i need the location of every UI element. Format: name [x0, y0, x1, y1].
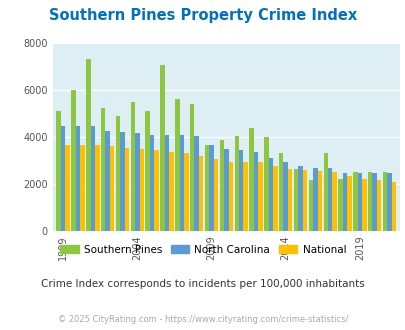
Bar: [367, 172, 371, 231]
Bar: [213, 159, 217, 231]
Bar: [76, 126, 80, 231]
Bar: [80, 145, 85, 231]
Bar: [346, 176, 351, 231]
Bar: [268, 158, 273, 231]
Bar: [258, 162, 262, 231]
Bar: [145, 111, 149, 231]
Bar: [164, 135, 169, 231]
Bar: [130, 102, 135, 231]
Bar: [253, 152, 258, 231]
Bar: [61, 126, 65, 231]
Bar: [65, 145, 70, 231]
Bar: [352, 172, 357, 231]
Bar: [110, 147, 114, 231]
Bar: [149, 135, 154, 231]
Bar: [135, 133, 139, 231]
Bar: [323, 153, 327, 231]
Bar: [175, 99, 179, 231]
Bar: [317, 171, 321, 231]
Text: © 2025 CityRating.com - https://www.cityrating.com/crime-statistics/: © 2025 CityRating.com - https://www.city…: [58, 315, 347, 324]
Bar: [86, 59, 90, 231]
Bar: [219, 141, 224, 231]
Bar: [169, 152, 173, 231]
Bar: [209, 145, 213, 231]
Bar: [101, 108, 105, 231]
Bar: [249, 128, 253, 231]
Bar: [342, 173, 346, 231]
Bar: [56, 111, 61, 231]
Legend: Southern Pines, North Carolina, National: Southern Pines, North Carolina, National: [55, 241, 350, 259]
Bar: [198, 156, 203, 231]
Bar: [386, 173, 391, 231]
Bar: [90, 126, 95, 231]
Bar: [293, 169, 298, 231]
Bar: [190, 104, 194, 231]
Bar: [120, 132, 124, 231]
Bar: [302, 170, 307, 231]
Bar: [179, 135, 183, 231]
Bar: [139, 149, 144, 231]
Bar: [361, 179, 366, 231]
Bar: [160, 65, 164, 231]
Bar: [382, 172, 386, 231]
Bar: [243, 162, 247, 231]
Bar: [332, 172, 336, 231]
Bar: [194, 136, 198, 231]
Bar: [239, 150, 243, 231]
Bar: [224, 149, 228, 231]
Bar: [228, 162, 232, 231]
Bar: [371, 173, 376, 231]
Text: Southern Pines Property Crime Index: Southern Pines Property Crime Index: [49, 8, 356, 23]
Bar: [337, 179, 342, 231]
Bar: [183, 153, 188, 231]
Bar: [95, 145, 99, 231]
Bar: [154, 150, 158, 231]
Bar: [205, 145, 209, 231]
Bar: [287, 169, 292, 231]
Bar: [312, 168, 317, 231]
Bar: [391, 182, 395, 231]
Bar: [105, 131, 110, 231]
Bar: [298, 166, 302, 231]
Bar: [115, 116, 120, 231]
Bar: [273, 166, 277, 231]
Bar: [327, 168, 332, 231]
Bar: [357, 173, 361, 231]
Text: Crime Index corresponds to incidents per 100,000 inhabitants: Crime Index corresponds to incidents per…: [41, 279, 364, 289]
Bar: [71, 90, 76, 231]
Bar: [124, 148, 129, 231]
Bar: [234, 136, 239, 231]
Bar: [376, 181, 380, 231]
Bar: [278, 153, 283, 231]
Bar: [264, 137, 268, 231]
Bar: [308, 181, 312, 231]
Bar: [283, 162, 287, 231]
